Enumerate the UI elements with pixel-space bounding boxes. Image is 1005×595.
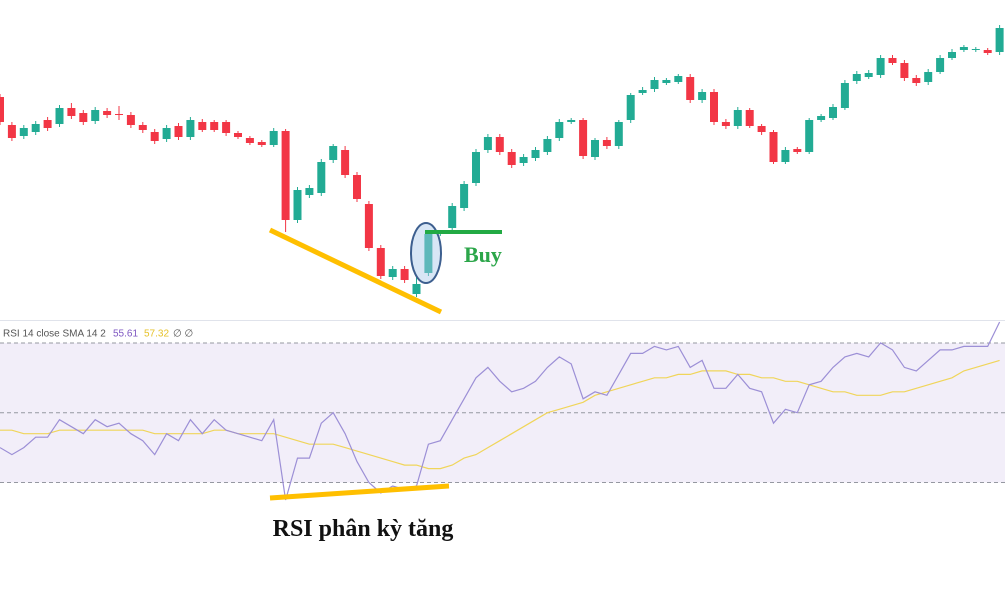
candle-body	[126, 115, 135, 125]
candle-body	[210, 122, 219, 130]
rsi-readout: 55.61	[113, 329, 138, 340]
candle-body	[31, 124, 40, 132]
candle-body	[317, 162, 326, 193]
candle-body	[174, 126, 183, 137]
candle-body	[805, 120, 814, 152]
candle-body	[852, 74, 861, 81]
candle-body	[971, 49, 980, 50]
sma-readout: 57.32	[144, 329, 169, 340]
candle-body	[400, 269, 409, 280]
candle-body	[79, 113, 88, 122]
candle-body	[364, 204, 373, 248]
candle-body	[686, 77, 695, 100]
candle-body	[733, 110, 742, 126]
candle-body	[781, 150, 790, 162]
candle-body	[281, 131, 290, 220]
candle-body	[650, 80, 659, 89]
candle-body	[602, 140, 611, 146]
candle-body	[245, 138, 254, 143]
candle-body	[162, 128, 171, 139]
candle-body	[305, 188, 314, 195]
rsi-band	[0, 342, 1005, 483]
candle-body	[412, 284, 421, 294]
candle-body	[591, 140, 599, 157]
buy-label: Buy	[464, 242, 502, 267]
indicator-title: RSI 14 close SMA 14 2	[3, 329, 106, 340]
candle-body	[662, 80, 671, 83]
candle-body	[829, 107, 837, 118]
candle-body	[150, 132, 159, 141]
candle-body	[864, 73, 873, 77]
candle-body	[840, 83, 849, 108]
candle-body	[721, 122, 730, 126]
candle-body	[472, 152, 480, 183]
candle-body	[483, 137, 492, 150]
candle-body	[888, 58, 897, 63]
candle-body	[222, 122, 231, 133]
candle-body	[91, 110, 100, 121]
candle-body	[579, 120, 588, 156]
candle-body	[448, 206, 457, 228]
rsi-trend-line	[269, 483, 450, 501]
candle-body	[900, 63, 909, 78]
candle-body	[543, 139, 552, 152]
candle-body	[55, 108, 64, 124]
candle-body	[983, 50, 992, 53]
candle-body	[757, 126, 766, 132]
price-trend-line	[268, 227, 443, 315]
candle-body	[43, 120, 52, 128]
candle-body	[531, 150, 540, 158]
candle-body	[745, 110, 754, 126]
candle-body	[948, 52, 956, 58]
candle-body	[19, 128, 28, 136]
candle-body	[198, 122, 207, 130]
candle-body	[817, 116, 826, 120]
candle-body	[710, 92, 718, 122]
candle-body	[376, 248, 385, 276]
candle-body	[424, 234, 433, 273]
candle-body	[103, 111, 112, 115]
rsi-label: RSI phân kỳ tăng	[273, 516, 454, 542]
candle-body	[626, 95, 635, 120]
candle-body	[293, 190, 302, 220]
candle-body	[638, 90, 647, 93]
candle-body	[995, 28, 1004, 52]
candle-body	[115, 114, 123, 115]
candle-body	[793, 149, 802, 152]
candle-body	[257, 142, 266, 145]
candle-body	[7, 125, 16, 138]
candle-body	[507, 152, 516, 165]
candle-body	[341, 150, 350, 175]
candle-body	[234, 133, 242, 137]
candle-body	[876, 58, 885, 75]
candle-body	[67, 108, 76, 116]
candle-body	[353, 175, 361, 199]
candle-body	[769, 132, 778, 162]
candle-body	[495, 137, 504, 152]
candle-body	[555, 122, 564, 138]
candle-body	[567, 120, 576, 122]
candle-body	[614, 122, 623, 146]
candle-body	[388, 269, 397, 277]
rsi-line	[0, 321, 1001, 501]
candle-body	[936, 58, 945, 72]
candle-body	[698, 92, 707, 100]
candle-body	[329, 146, 338, 160]
candle-body	[674, 76, 683, 82]
candle-body	[269, 131, 278, 145]
candle-body	[519, 157, 528, 163]
candle-body	[0, 97, 4, 122]
blank-readout: ∅ ∅	[173, 329, 193, 340]
buy-highlight	[410, 222, 442, 284]
candle-body	[138, 125, 147, 130]
candle-body	[959, 47, 968, 50]
candle-body	[186, 120, 195, 137]
candle-body	[912, 78, 921, 83]
candle-body	[460, 184, 469, 208]
candle-body	[924, 72, 933, 82]
